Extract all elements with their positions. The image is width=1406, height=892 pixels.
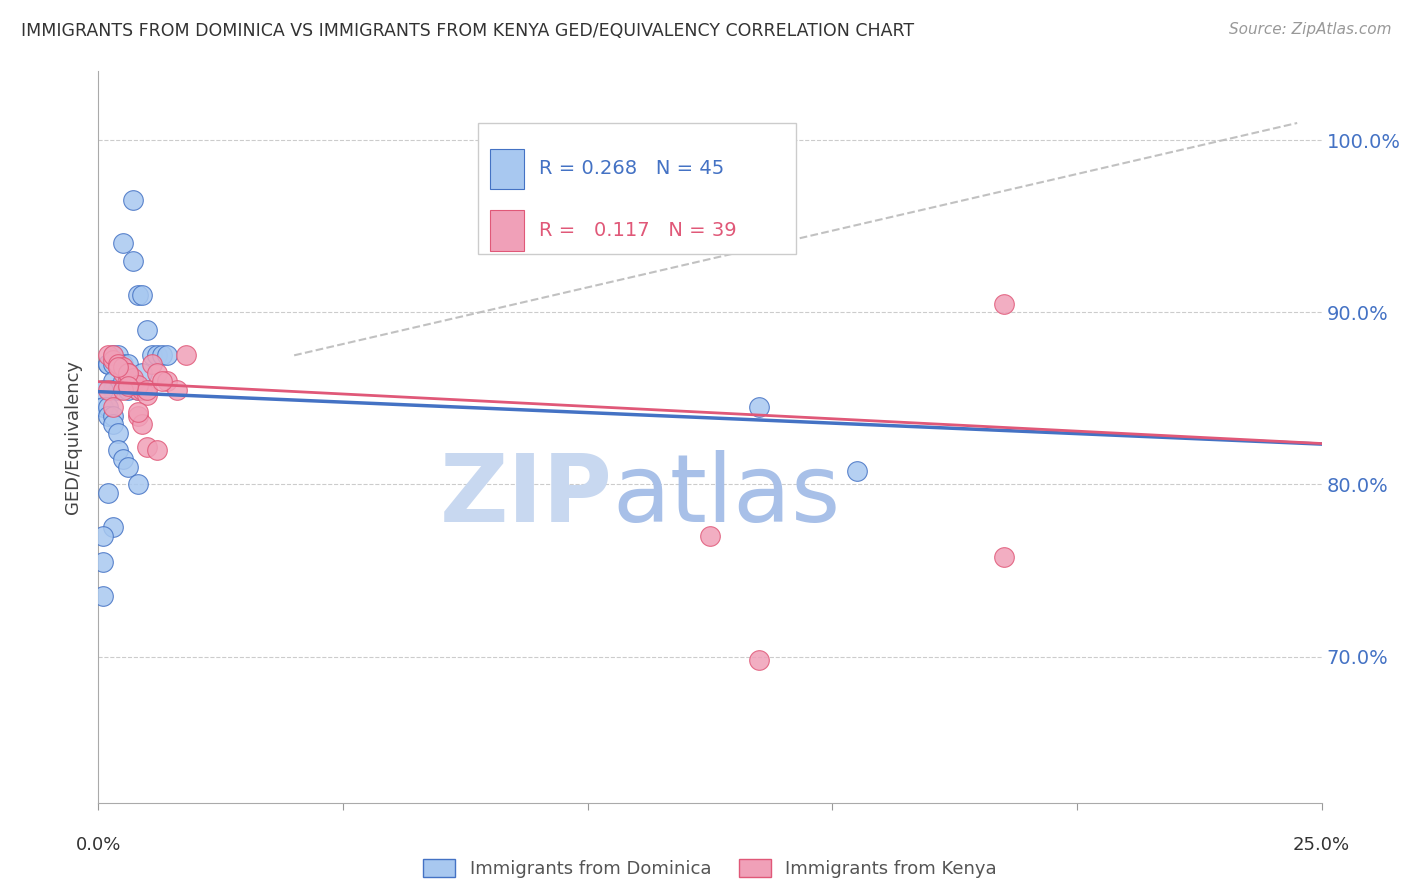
Point bbox=[91, 400, 114, 414]
Point bbox=[121, 374, 143, 388]
Point bbox=[146, 442, 169, 457]
Point bbox=[97, 486, 120, 500]
Point bbox=[127, 383, 149, 397]
Point bbox=[146, 348, 169, 362]
Point bbox=[748, 653, 770, 667]
Point bbox=[121, 377, 143, 392]
Point bbox=[121, 370, 143, 384]
Point bbox=[111, 357, 134, 371]
Point bbox=[117, 383, 139, 397]
Point bbox=[127, 288, 149, 302]
Point bbox=[117, 370, 139, 384]
Point bbox=[101, 348, 124, 362]
Point bbox=[121, 194, 143, 208]
Text: IMMIGRANTS FROM DOMINICA VS IMMIGRANTS FROM KENYA GED/EQUIVALENCY CORRELATION CH: IMMIGRANTS FROM DOMINICA VS IMMIGRANTS F… bbox=[21, 22, 914, 40]
Point bbox=[127, 405, 149, 419]
Point bbox=[117, 366, 139, 380]
Point bbox=[111, 360, 134, 375]
Point bbox=[993, 296, 1015, 310]
Point bbox=[127, 477, 149, 491]
Point bbox=[131, 417, 153, 432]
Point bbox=[101, 520, 124, 534]
Text: R = 0.268   N = 45: R = 0.268 N = 45 bbox=[538, 159, 724, 178]
Point bbox=[107, 425, 129, 440]
Point bbox=[146, 366, 169, 380]
Point bbox=[91, 529, 114, 543]
Point bbox=[97, 409, 120, 423]
Point bbox=[107, 383, 129, 397]
Point bbox=[101, 357, 124, 371]
Point bbox=[136, 383, 159, 397]
Point bbox=[117, 379, 139, 393]
Point bbox=[131, 288, 153, 302]
Point bbox=[111, 236, 134, 251]
Point bbox=[101, 348, 124, 362]
Point bbox=[131, 366, 153, 380]
Point bbox=[101, 417, 124, 432]
Text: 0.0%: 0.0% bbox=[76, 836, 121, 854]
Point bbox=[97, 348, 120, 362]
Point bbox=[156, 348, 179, 362]
Text: atlas: atlas bbox=[612, 450, 841, 541]
Point bbox=[107, 360, 129, 375]
Point bbox=[127, 383, 149, 397]
Point bbox=[136, 440, 159, 454]
Point bbox=[117, 366, 139, 380]
Text: 25.0%: 25.0% bbox=[1294, 836, 1350, 854]
Legend: Immigrants from Dominica, Immigrants from Kenya: Immigrants from Dominica, Immigrants fro… bbox=[423, 858, 997, 878]
Point bbox=[91, 589, 114, 603]
Point bbox=[845, 464, 868, 478]
Point bbox=[675, 188, 697, 202]
Point bbox=[97, 357, 120, 371]
Point bbox=[101, 353, 124, 368]
Point bbox=[101, 400, 124, 414]
Point bbox=[107, 357, 129, 371]
Point bbox=[107, 357, 129, 371]
Point bbox=[150, 348, 173, 362]
Point bbox=[127, 377, 149, 392]
Point bbox=[131, 383, 153, 397]
Point bbox=[150, 374, 173, 388]
Point bbox=[111, 451, 134, 466]
Point bbox=[136, 322, 159, 336]
Point bbox=[101, 374, 124, 388]
Text: ZIP: ZIP bbox=[439, 450, 612, 541]
Point bbox=[91, 555, 114, 569]
Point bbox=[166, 383, 188, 397]
Text: R =   0.117   N = 39: R = 0.117 N = 39 bbox=[538, 221, 737, 240]
Point bbox=[141, 348, 163, 362]
Point bbox=[156, 374, 179, 388]
Text: Source: ZipAtlas.com: Source: ZipAtlas.com bbox=[1229, 22, 1392, 37]
Point bbox=[107, 348, 129, 362]
Point bbox=[699, 529, 721, 543]
Point bbox=[111, 374, 134, 388]
Point bbox=[117, 366, 139, 380]
Point bbox=[659, 194, 682, 208]
Point bbox=[748, 400, 770, 414]
Point bbox=[993, 549, 1015, 564]
Point bbox=[101, 383, 124, 397]
Bar bbox=[489, 211, 524, 251]
Bar bbox=[489, 149, 524, 189]
Point bbox=[121, 253, 143, 268]
Point bbox=[97, 357, 120, 371]
Point bbox=[97, 400, 120, 414]
Point bbox=[111, 383, 134, 397]
Point bbox=[127, 409, 149, 423]
FancyBboxPatch shape bbox=[478, 122, 796, 254]
Y-axis label: GED/Equivalency: GED/Equivalency bbox=[65, 360, 83, 514]
Point bbox=[91, 383, 114, 397]
Point bbox=[101, 409, 124, 423]
Point bbox=[141, 357, 163, 371]
Point bbox=[117, 357, 139, 371]
Point bbox=[117, 460, 139, 475]
Point bbox=[176, 348, 198, 362]
Point bbox=[97, 383, 120, 397]
Point bbox=[107, 442, 129, 457]
Point bbox=[107, 360, 129, 375]
Point bbox=[111, 366, 134, 380]
Point bbox=[136, 388, 159, 402]
